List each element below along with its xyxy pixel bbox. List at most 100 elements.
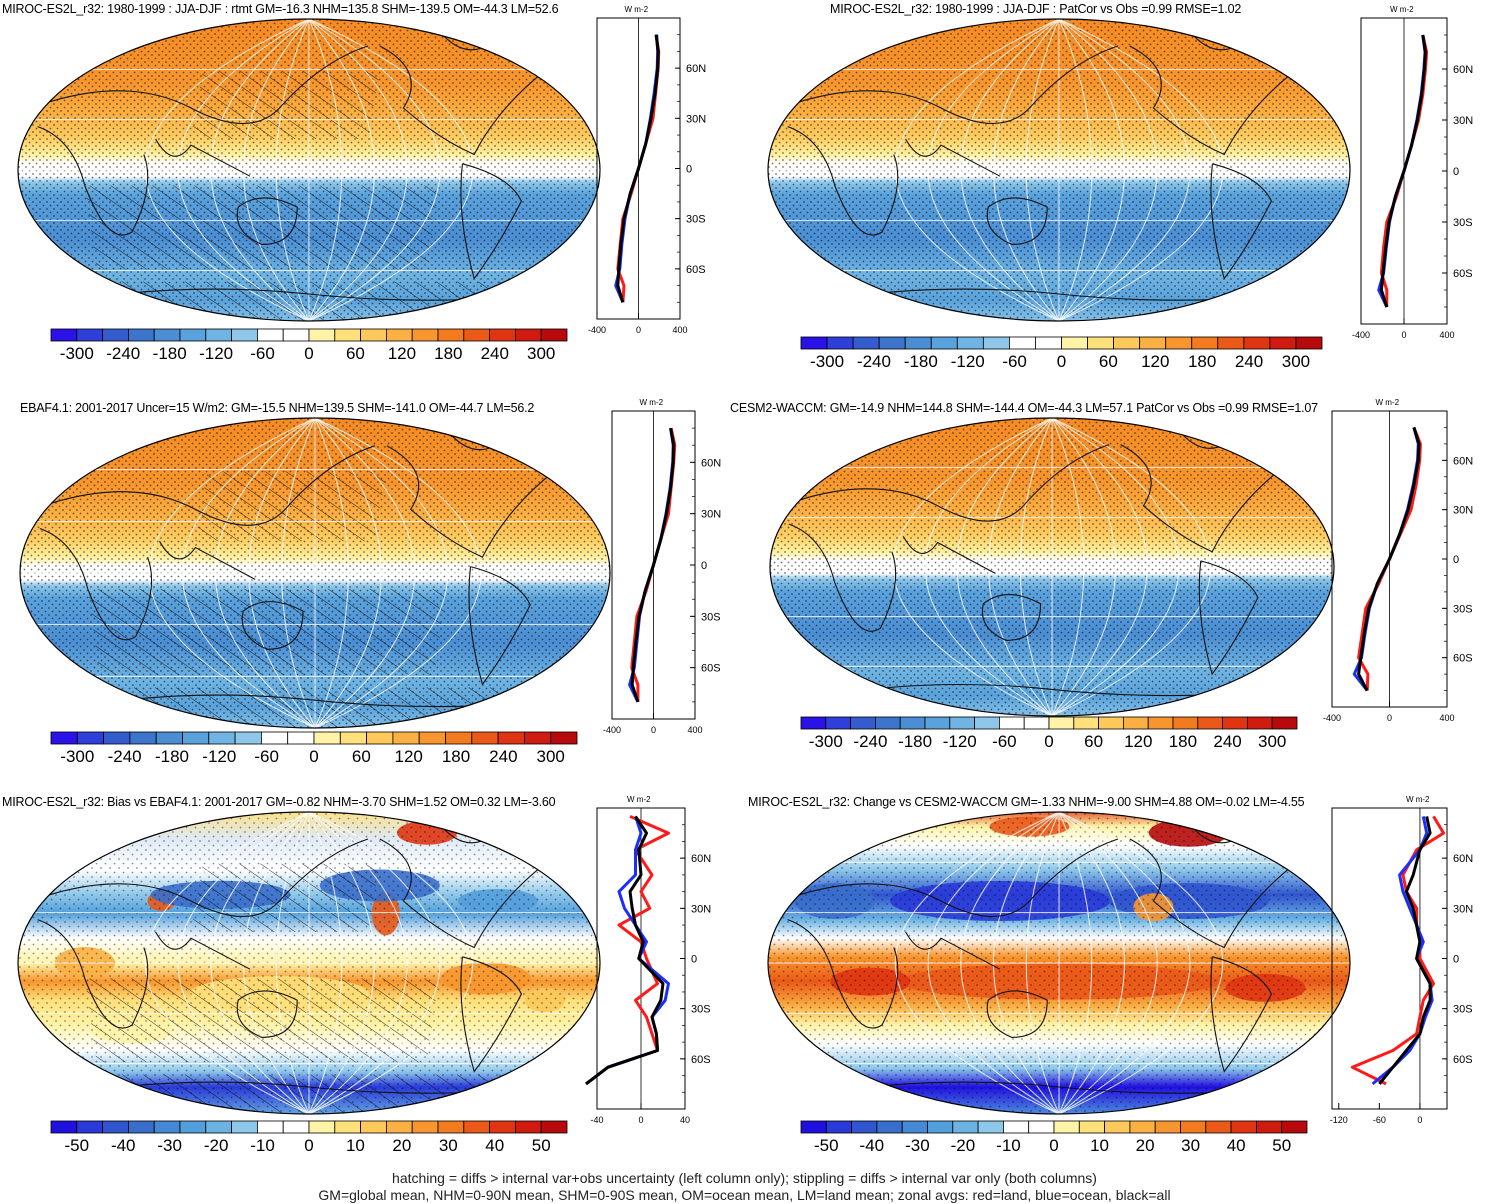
colorbar-label: 10 [346, 1136, 365, 1155]
coastline [1120, 444, 1282, 553]
colorbar-label: 0 [304, 344, 313, 363]
colorbar-swatch [523, 731, 552, 745]
colorbar-swatch [1269, 336, 1297, 350]
colorbar-swatch [205, 1120, 233, 1134]
colorbar-label: -60 [250, 344, 275, 363]
coastline [236, 990, 298, 1038]
colorbar-label: 20 [1136, 1136, 1155, 1155]
colorbar-label: -30 [905, 1136, 930, 1155]
colorbar-swatch [287, 731, 315, 745]
colorbar-label: -30 [157, 1136, 182, 1155]
colorbar-label: 300 [1282, 352, 1310, 371]
coastline [1129, 838, 1296, 949]
colorbar-swatch [1078, 1120, 1105, 1134]
longitude-line [1058, 19, 1093, 321]
colorbar-label: -180 [155, 747, 189, 766]
colorbar-swatch [927, 1120, 954, 1134]
coastline [799, 45, 1119, 124]
x-tick-label: 40 [680, 1115, 690, 1125]
longitude-line [1051, 418, 1148, 716]
x-tick-label: 0 [1387, 713, 1392, 723]
colorbar-label: 240 [489, 747, 517, 766]
colorbar-swatch [1061, 336, 1088, 350]
colorbar-label: -60 [1002, 352, 1027, 371]
colorbar-swatch [1295, 336, 1323, 350]
colorbar-swatch [1048, 716, 1075, 730]
x-tick-label: -400 [603, 725, 621, 735]
y-tick-label: 30S [701, 611, 721, 623]
y-tick-label: 60N [1453, 455, 1473, 467]
colorbar-label: 240 [1213, 732, 1241, 751]
y-tick-label: 60S [691, 1054, 711, 1066]
x-tick-label: 0 [638, 1115, 643, 1125]
colorbar-swatch [904, 336, 932, 350]
longitude-line [248, 418, 316, 728]
coastline [468, 566, 531, 686]
colorbar-swatch [1165, 336, 1193, 350]
colorbar-swatch [282, 1120, 310, 1134]
all-line [1378, 816, 1432, 1085]
longitude-line [892, 418, 1053, 716]
longitude-line [927, 812, 1060, 1114]
colorbar-label: 300 [1258, 732, 1286, 751]
colorbar-swatch [949, 716, 976, 730]
x-tick-label: 400 [1439, 330, 1454, 340]
coastline [902, 536, 996, 574]
colorbar-swatch [826, 336, 854, 350]
x-tick-label: -120 [1330, 1115, 1348, 1125]
colorbar-label: 10 [1090, 1136, 1109, 1155]
y-tick-label: 60S [1453, 1054, 1473, 1066]
colorbar-label: 240 [1235, 352, 1263, 371]
map-border [17, 18, 601, 322]
coastline [51, 445, 375, 526]
colorbar-swatch [1180, 1120, 1207, 1134]
y-tick-label: 30N [1453, 505, 1473, 517]
colorbar-swatch [956, 336, 984, 350]
coastline [905, 931, 1001, 970]
colorbar-swatch [260, 731, 289, 745]
hatching [191, 863, 380, 932]
colorbar-swatch [489, 328, 516, 342]
colorbar-swatch [231, 328, 258, 342]
colorbar-swatch [128, 1120, 155, 1134]
colorbar-label: 180 [1169, 732, 1197, 751]
colorbar-label: -20 [951, 1136, 976, 1155]
footer-line-1: hatching = diffs > internal var+obs unce… [392, 1170, 1097, 1186]
colorbar-swatch [1113, 336, 1141, 350]
coastline [159, 540, 256, 580]
colorbar-label: 120 [1141, 352, 1169, 371]
longitude-line [1058, 19, 1158, 321]
panel-title: MIROC-ES2L_r32: 1980-1999 : JJA-DJF : Pa… [830, 2, 1242, 16]
colorbar-swatch [489, 1120, 516, 1134]
colorbar-swatch [901, 1120, 928, 1134]
colorbar-swatch [1129, 1120, 1156, 1134]
colorbar-label: 120 [394, 747, 422, 766]
colorbar-swatch [76, 731, 104, 745]
all-line [585, 815, 665, 1086]
colorbar-swatch [1028, 1120, 1055, 1134]
colorbar-label: 60 [1084, 732, 1103, 751]
colorbar: -300 -240 -180 -120 -60 0 60 120 180 240 300 [800, 336, 1323, 371]
y-tick-label: 30N [691, 903, 711, 915]
colorbar-label: 120 [388, 344, 416, 363]
y-tick-label: 30N [701, 509, 721, 521]
map [17, 811, 601, 1115]
colorbar-swatch [1087, 336, 1114, 350]
longitude-line [308, 19, 408, 321]
colorbar-swatch [514, 1120, 542, 1134]
graticule [770, 418, 1334, 716]
colorbar-label: -300 [809, 732, 843, 751]
coastlines [39, 428, 567, 708]
y-tick-label: 30S [1453, 1004, 1473, 1016]
colorbar-swatch [76, 1120, 103, 1134]
colorbar-label: 0 [1057, 352, 1066, 371]
footer-line-2: GM=global mean, NHM=0-90N mean, SHM=0-90… [318, 1187, 1171, 1203]
colorbar-swatch [179, 1120, 207, 1134]
colorbar-label: -20 [204, 1136, 229, 1155]
colorbar: -300 -240 -180 -120 -60 0 60 120 180 240 300 [50, 328, 568, 363]
colorbar-swatch [366, 731, 394, 745]
colorbar-swatch [1191, 336, 1219, 350]
y-tick-label: 60N [1453, 853, 1473, 865]
panel-title: MIROC-ES2L_r32: Change vs CESM2-WACCM GM… [748, 795, 1305, 809]
coastline [787, 126, 899, 236]
